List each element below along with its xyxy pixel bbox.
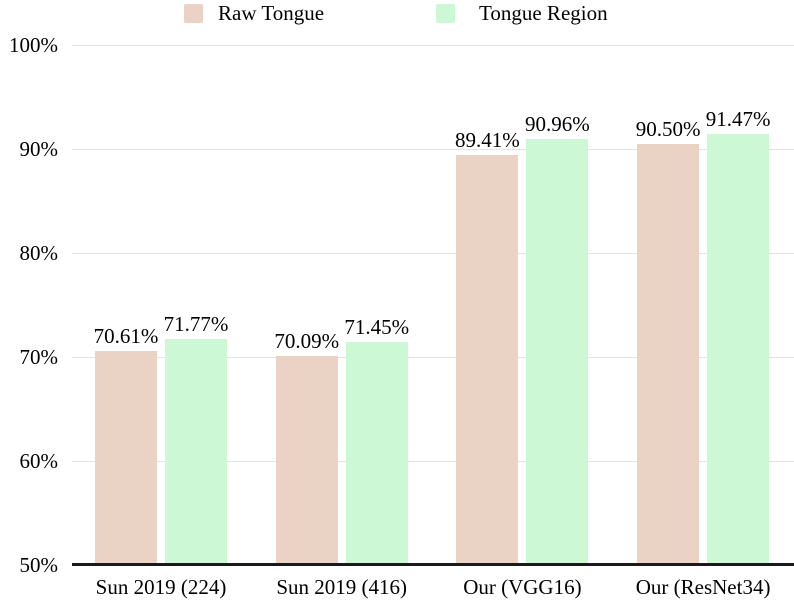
- bar-value-label-raw-tongue-sun-2019-224: 70.61%: [93, 323, 159, 348]
- gridline-80: [72, 252, 794, 254]
- legend-label-raw-tongue: Raw Tongue: [218, 0, 325, 25]
- legend-swatch-raw-tongue: [184, 3, 203, 23]
- x-axis-label-sun-2019-224: Sun 2019 (224): [95, 575, 227, 599]
- x-axis-line: [72, 563, 794, 566]
- x-axis-label-sun-2019-416: Sun 2019 (416): [276, 575, 408, 599]
- y-tick-label-50: 50%: [19, 553, 59, 577]
- x-axis-label-our-resnet34: Our (ResNet34): [635, 575, 771, 599]
- gridline-70: [72, 356, 794, 358]
- bar-tongue-region-sun-2019-224: [165, 338, 227, 565]
- legend-item-tongue-region: Tongue Region: [436, 0, 608, 26]
- bar-value-label-tongue-region-sun-2019-224: 71.77%: [163, 311, 229, 336]
- y-tick-label-100: 100%: [9, 33, 58, 57]
- legend-label-tongue-region: Tongue Region: [479, 0, 608, 25]
- bar-value-label-tongue-region-sun-2019-416: 71.45%: [344, 314, 410, 339]
- bar-tongue-region-our-vgg16: [526, 139, 589, 565]
- bar-value-label-tongue-region-our-resnet34: 91.47%: [705, 106, 771, 131]
- gridline-100: [72, 44, 794, 46]
- bar-raw-tongue-sun-2019-224: [95, 350, 157, 565]
- gridline-90: [72, 148, 794, 150]
- bar-value-label-tongue-region-our-vgg16: 90.96%: [525, 112, 590, 137]
- bar-raw-tongue-sun-2019-416: [275, 356, 338, 565]
- gridline-60: [72, 460, 794, 462]
- legend-swatch-tongue-region: [436, 3, 455, 23]
- legend-item-raw-tongue: Raw Tongue: [184, 0, 324, 26]
- y-tick-label-90: 90%: [19, 137, 59, 161]
- bar-raw-tongue-our-vgg16: [456, 155, 519, 565]
- y-tick-label-60: 60%: [19, 449, 59, 473]
- bar-tongue-region-sun-2019-416: [345, 341, 408, 565]
- x-axis-label-our-vgg16: Our (VGG16): [463, 575, 582, 599]
- y-tick-label-70: 70%: [19, 345, 59, 369]
- bar-raw-tongue-our-resnet34: [637, 143, 700, 565]
- bar-value-label-raw-tongue-our-resnet34: 90.50%: [635, 116, 701, 141]
- bar-value-label-raw-tongue-sun-2019-416: 70.09%: [274, 329, 340, 354]
- y-tick-label-80: 80%: [19, 241, 59, 265]
- bar-value-label-raw-tongue-our-vgg16: 89.41%: [455, 128, 520, 153]
- bar-tongue-region-our-resnet34: [707, 133, 770, 565]
